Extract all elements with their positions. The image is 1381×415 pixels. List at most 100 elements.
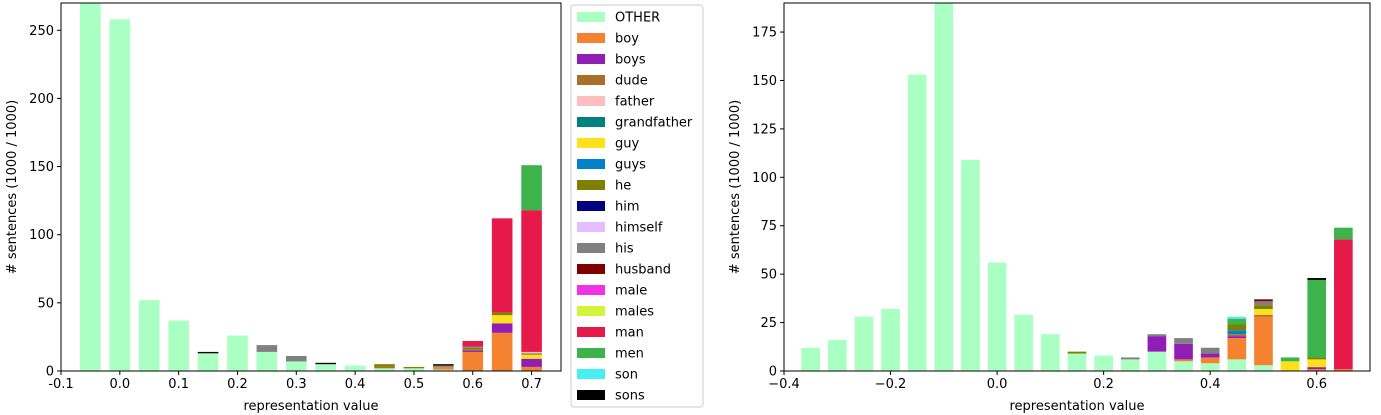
- legend-swatch-boy: [577, 33, 605, 43]
- right-bar-his: [1147, 334, 1167, 337]
- left-bar-his: [433, 365, 454, 367]
- right-y-axis-label: # sentences (1000 / 1000): [728, 100, 743, 274]
- legend-swatch-sons: [577, 390, 605, 400]
- legend-label-himself: himself: [615, 221, 663, 236]
- right-bar-OTHER: [854, 316, 874, 371]
- right-bar-OTHER: [1147, 351, 1167, 371]
- left-x-tick-label: 0.4: [345, 377, 366, 392]
- left-bar-OTHER: [227, 335, 248, 371]
- right-bar-OTHER: [934, 3, 954, 371]
- legend-label-boy: boy: [615, 32, 639, 47]
- right-bar-OTHER: [881, 309, 900, 371]
- right-bar-guy: [1254, 309, 1273, 315]
- left-bar-OTHER: [80, 3, 101, 371]
- right-bar-he: [1254, 305, 1273, 310]
- right-bar-men: [1334, 227, 1353, 240]
- left-bar-sons: [433, 364, 454, 366]
- left-bar-OTHER: [286, 361, 307, 371]
- right-bar-OTHER: [1174, 361, 1193, 371]
- right-bar-he: [1227, 324, 1247, 331]
- right-bar-he: [1307, 357, 1327, 360]
- right-bar-OTHER: [827, 340, 847, 371]
- left-x-tick-label: 0.7: [521, 377, 542, 392]
- left-bar-OTHER: [374, 368, 395, 371]
- right-bar-man: [1334, 239, 1353, 370]
- left-bar-boy: [433, 366, 454, 370]
- left-x-axis-label: representation value: [244, 399, 379, 414]
- right-bar-boy: [1174, 359, 1193, 362]
- legend-swatch-his: [577, 243, 605, 253]
- right-bar-OTHER: [1094, 355, 1113, 371]
- left-bar-he: [521, 353, 542, 355]
- right-bar-OTHER: [1041, 334, 1060, 371]
- right-bar-OTHER: [801, 347, 820, 371]
- left-bar-OTHER: [256, 351, 278, 371]
- right-bar-dude: [1227, 334, 1247, 337]
- legend-label-males: males: [615, 305, 654, 320]
- right-bars: [801, 3, 1353, 371]
- left-bars: [80, 3, 542, 371]
- left-bar-himself: [521, 351, 542, 354]
- left-bar-sons: [315, 362, 336, 365]
- left-bar-dude: [374, 366, 395, 369]
- right-x-tick-label: 0.4: [1200, 377, 1221, 392]
- legend-label-father: father: [615, 95, 655, 110]
- left-bar-he: [491, 312, 513, 316]
- left-x-tick-label: 0.2: [227, 377, 248, 392]
- left-bar-he: [403, 366, 425, 369]
- legend-swatch-males: [577, 306, 605, 316]
- left-bar-man: [491, 218, 513, 313]
- legend-label-OTHER: OTHER: [615, 11, 660, 26]
- legend-label-he: he: [615, 179, 631, 194]
- left-axes-frame: [60, 2, 562, 372]
- legend-label-boys: boys: [615, 53, 646, 68]
- left-bar-boy: [491, 332, 513, 371]
- right-bar-boy: [1200, 357, 1220, 364]
- left-bar-guy: [521, 354, 542, 359]
- left-bar-boys: [521, 358, 542, 367]
- legend-label-man: man: [615, 326, 644, 341]
- legend-swatch-boys: [577, 54, 605, 64]
- left-bar-boy: [521, 366, 542, 371]
- left-bar-he: [462, 347, 484, 350]
- legend-label-guys: guys: [615, 158, 646, 173]
- left-y-tick-label: 250: [29, 24, 54, 39]
- legend-swatch-OTHER: [577, 12, 605, 22]
- right-chart: −0.4 −0.2 0.0 0.2 0.4 0.6 0 25 50 75 100 125 150 175 r…: [728, 2, 1371, 414]
- right-bar-OTHER: [987, 262, 1007, 371]
- left-y-axis-label: # sentences (1000 / 1000): [5, 100, 20, 274]
- legend-label-son: son: [615, 368, 638, 383]
- legend-label-him: him: [615, 200, 640, 215]
- left-bar-his: [286, 356, 307, 362]
- right-bar-boys: [1174, 343, 1193, 360]
- legend-swatch-guy: [577, 138, 605, 148]
- right-bar-boys: [1307, 367, 1327, 370]
- right-bar-men: [1307, 279, 1327, 358]
- right-bar-OTHER: [1014, 314, 1034, 371]
- legend: OTHER boy boys dude father grandfather guy guys…: [570, 4, 704, 408]
- right-y-tick-label: 100: [752, 171, 777, 186]
- legend-label-guy: guy: [615, 137, 639, 152]
- right-bar-OTHER: [1120, 359, 1140, 371]
- right-bar-boy: [1254, 316, 1273, 366]
- right-bar-OTHER: [907, 74, 927, 371]
- left-bar-OTHER: [197, 353, 219, 371]
- left-x-tick-label: 0.5: [404, 377, 425, 392]
- legend-swatch-guys: [577, 159, 605, 169]
- left-bar-OTHER: [344, 365, 366, 371]
- legend-swatch-father: [577, 96, 605, 106]
- right-bar-husband: [1254, 299, 1273, 302]
- right-x-tick-label: 0.2: [1093, 377, 1114, 392]
- right-y-tick-label: 75: [760, 219, 777, 234]
- right-bar-his: [1254, 301, 1273, 306]
- legend-swatch-male: [577, 285, 605, 295]
- left-bar-dude: [462, 349, 484, 351]
- left-bar-men: [521, 165, 542, 211]
- right-x-tick-label: −0.2: [875, 377, 907, 392]
- legend-label-grandfather: grandfather: [615, 116, 693, 131]
- right-bar-boy: [1334, 369, 1353, 371]
- legend-swatch-himself: [577, 222, 605, 232]
- right-bar-men: [1280, 357, 1300, 362]
- left-y-tick-label: 50: [37, 296, 54, 311]
